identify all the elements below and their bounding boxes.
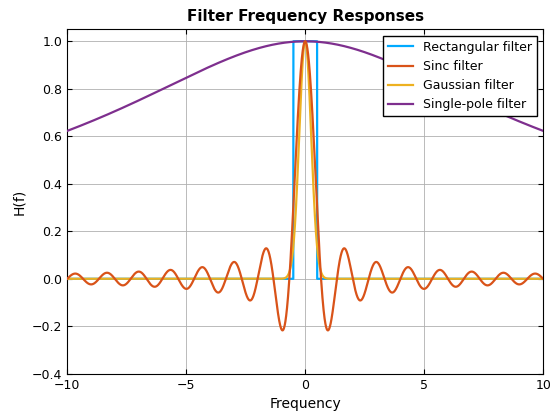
Rectangular filter (183, 276, 189, 281)
Rectangular filter (64, 276, 71, 281)
Sinc filter (405, 265, 412, 270)
Rectangular filter (540, 276, 547, 281)
Sinc filter (289, 223, 296, 228)
Line: Rectangular filter: Rectangular filter (67, 41, 543, 279)
Gaussian filter (64, 276, 71, 281)
Rectangular filter (352, 276, 358, 281)
Legend: Rectangular filter, Sinc filter, Gaussian filter, Single-pole filter: Rectangular filter, Sinc filter, Gaussia… (383, 36, 537, 116)
Single-pole filter (370, 52, 376, 58)
Line: Gaussian filter: Gaussian filter (67, 41, 543, 279)
Gaussian filter (370, 276, 376, 281)
X-axis label: Frequency: Frequency (269, 397, 341, 411)
Single-pole filter (540, 129, 547, 134)
Sinc filter (370, 263, 376, 268)
Single-pole filter (302, 39, 309, 44)
Gaussian filter (289, 253, 296, 258)
Single-pole filter (405, 68, 412, 73)
Gaussian filter (183, 276, 189, 281)
Gaussian filter (405, 276, 412, 281)
Single-pole filter (352, 47, 358, 52)
Gaussian filter (540, 276, 547, 281)
Sinc filter (540, 276, 547, 281)
Sinc filter (64, 276, 71, 281)
Rectangular filter (289, 276, 296, 281)
Single-pole filter (64, 129, 71, 134)
Single-pole filter (289, 39, 296, 45)
Sinc filter (302, 39, 309, 44)
Line: Sinc filter: Sinc filter (67, 41, 543, 331)
Rectangular filter (509, 276, 516, 281)
Sinc filter (183, 286, 189, 291)
Rectangular filter (370, 276, 376, 281)
Gaussian filter (352, 276, 358, 281)
Single-pole filter (183, 75, 189, 80)
Gaussian filter (302, 39, 309, 44)
Rectangular filter (290, 39, 297, 44)
Title: Filter Frequency Responses: Filter Frequency Responses (186, 9, 424, 24)
Sinc filter (509, 277, 516, 282)
Sinc filter (352, 287, 358, 292)
Line: Single-pole filter: Single-pole filter (67, 41, 543, 131)
Sinc filter (279, 328, 286, 333)
Y-axis label: H(f): H(f) (12, 189, 26, 215)
Gaussian filter (509, 276, 516, 281)
Rectangular filter (405, 276, 412, 281)
Single-pole filter (509, 116, 516, 121)
